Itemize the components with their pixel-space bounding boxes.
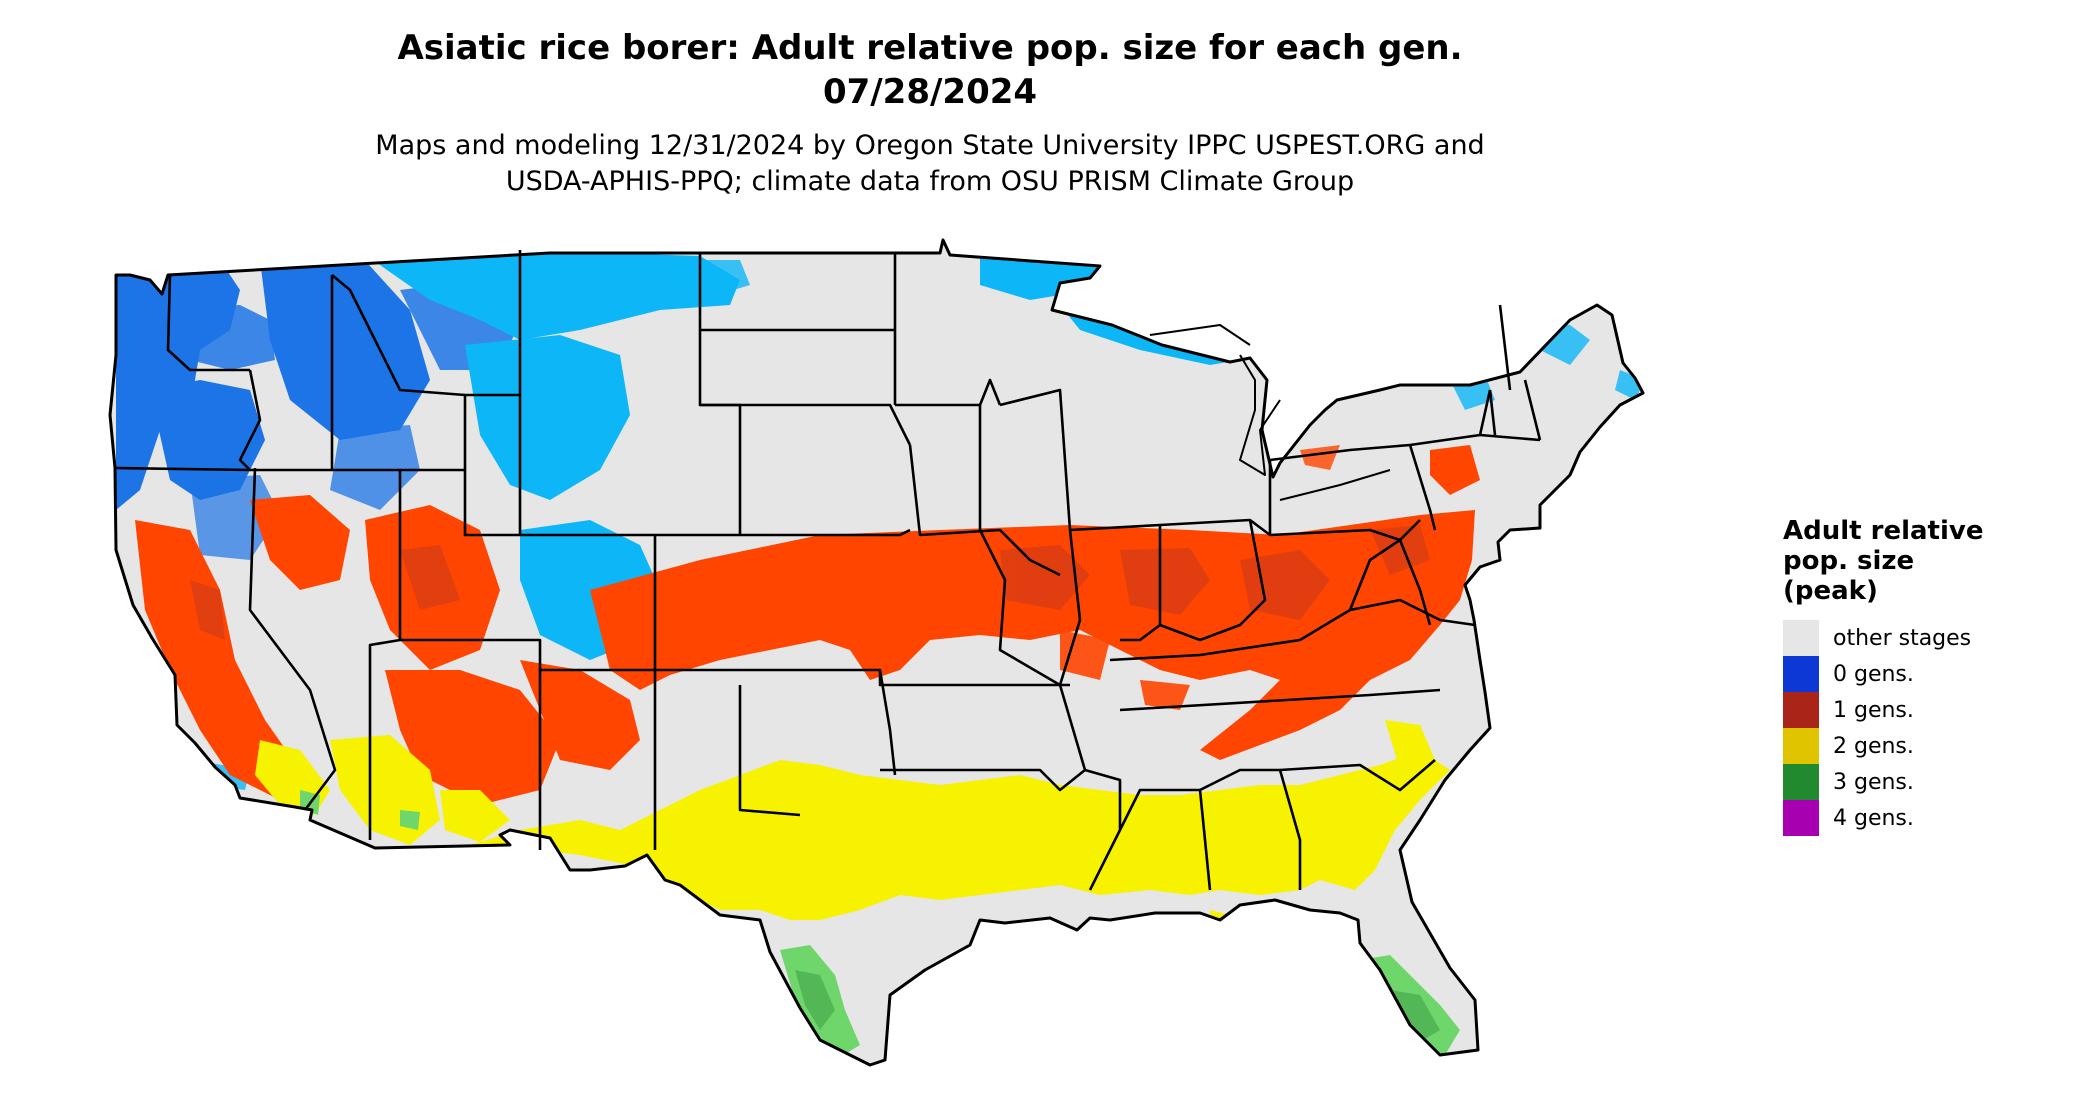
map-title: Asiatic rice borer: Adult relative pop. … bbox=[0, 26, 1860, 114]
legend-swatch-2-gens bbox=[1783, 728, 1819, 764]
legend-label-3-gens: 3 gens. bbox=[1833, 769, 1914, 795]
legend-title: Adult relative pop. size (peak) bbox=[1783, 516, 2083, 606]
legend-label-0-gens: 0 gens. bbox=[1833, 661, 1914, 687]
legend-item-4-gens: 4 gens. bbox=[1783, 800, 2083, 836]
legend-item-other-stages: other stages bbox=[1783, 620, 2083, 656]
map-subtitle-line1: Maps and modeling 12/31/2024 by Oregon S… bbox=[375, 130, 1485, 161]
zone-two-gen bbox=[255, 720, 1450, 935]
legend-swatch-0-gens bbox=[1783, 656, 1819, 692]
legend-item-3-gens: 3 gens. bbox=[1783, 764, 2083, 800]
map-title-date: 07/28/2024 bbox=[822, 72, 1038, 112]
state-borders bbox=[108, 238, 1645, 1067]
legend-swatch-3-gens bbox=[1783, 764, 1819, 800]
legend-item-1-gens: 1 gens. bbox=[1783, 692, 2083, 728]
legend-title-line1: Adult relative bbox=[1783, 516, 1984, 546]
legend-swatch-4-gens bbox=[1783, 800, 1819, 836]
legend-title-line3: (peak) bbox=[1783, 576, 1878, 606]
legend-item-0-gens: 0 gens. bbox=[1783, 656, 2083, 692]
map-title-line1: Asiatic rice borer: Adult relative pop. … bbox=[397, 28, 1463, 68]
zone-three-gen-dark bbox=[795, 970, 1440, 1042]
generation-zones bbox=[116, 245, 1643, 1060]
legend-label-1-gens: 1 gens. bbox=[1833, 697, 1914, 723]
legend-item-2-gens: 2 gens. bbox=[1783, 728, 2083, 764]
us-map bbox=[108, 238, 1645, 1067]
legend-swatch-other-stages bbox=[1783, 620, 1819, 656]
legend-title-line2: pop. size bbox=[1783, 546, 1915, 576]
legend-swatch-1-gens bbox=[1783, 692, 1819, 728]
map-subtitle: Maps and modeling 12/31/2024 by Oregon S… bbox=[0, 128, 1860, 200]
map-subtitle-line2: USDA-APHIS-PPQ; climate data from OSU PR… bbox=[505, 166, 1355, 197]
legend-label-2-gens: 2 gens. bbox=[1833, 733, 1914, 759]
map-legend: Adult relative pop. size (peak) other st… bbox=[1783, 516, 2083, 836]
legend-label-other-stages: other stages bbox=[1833, 625, 1972, 651]
legend-label-4-gens: 4 gens. bbox=[1833, 805, 1914, 831]
